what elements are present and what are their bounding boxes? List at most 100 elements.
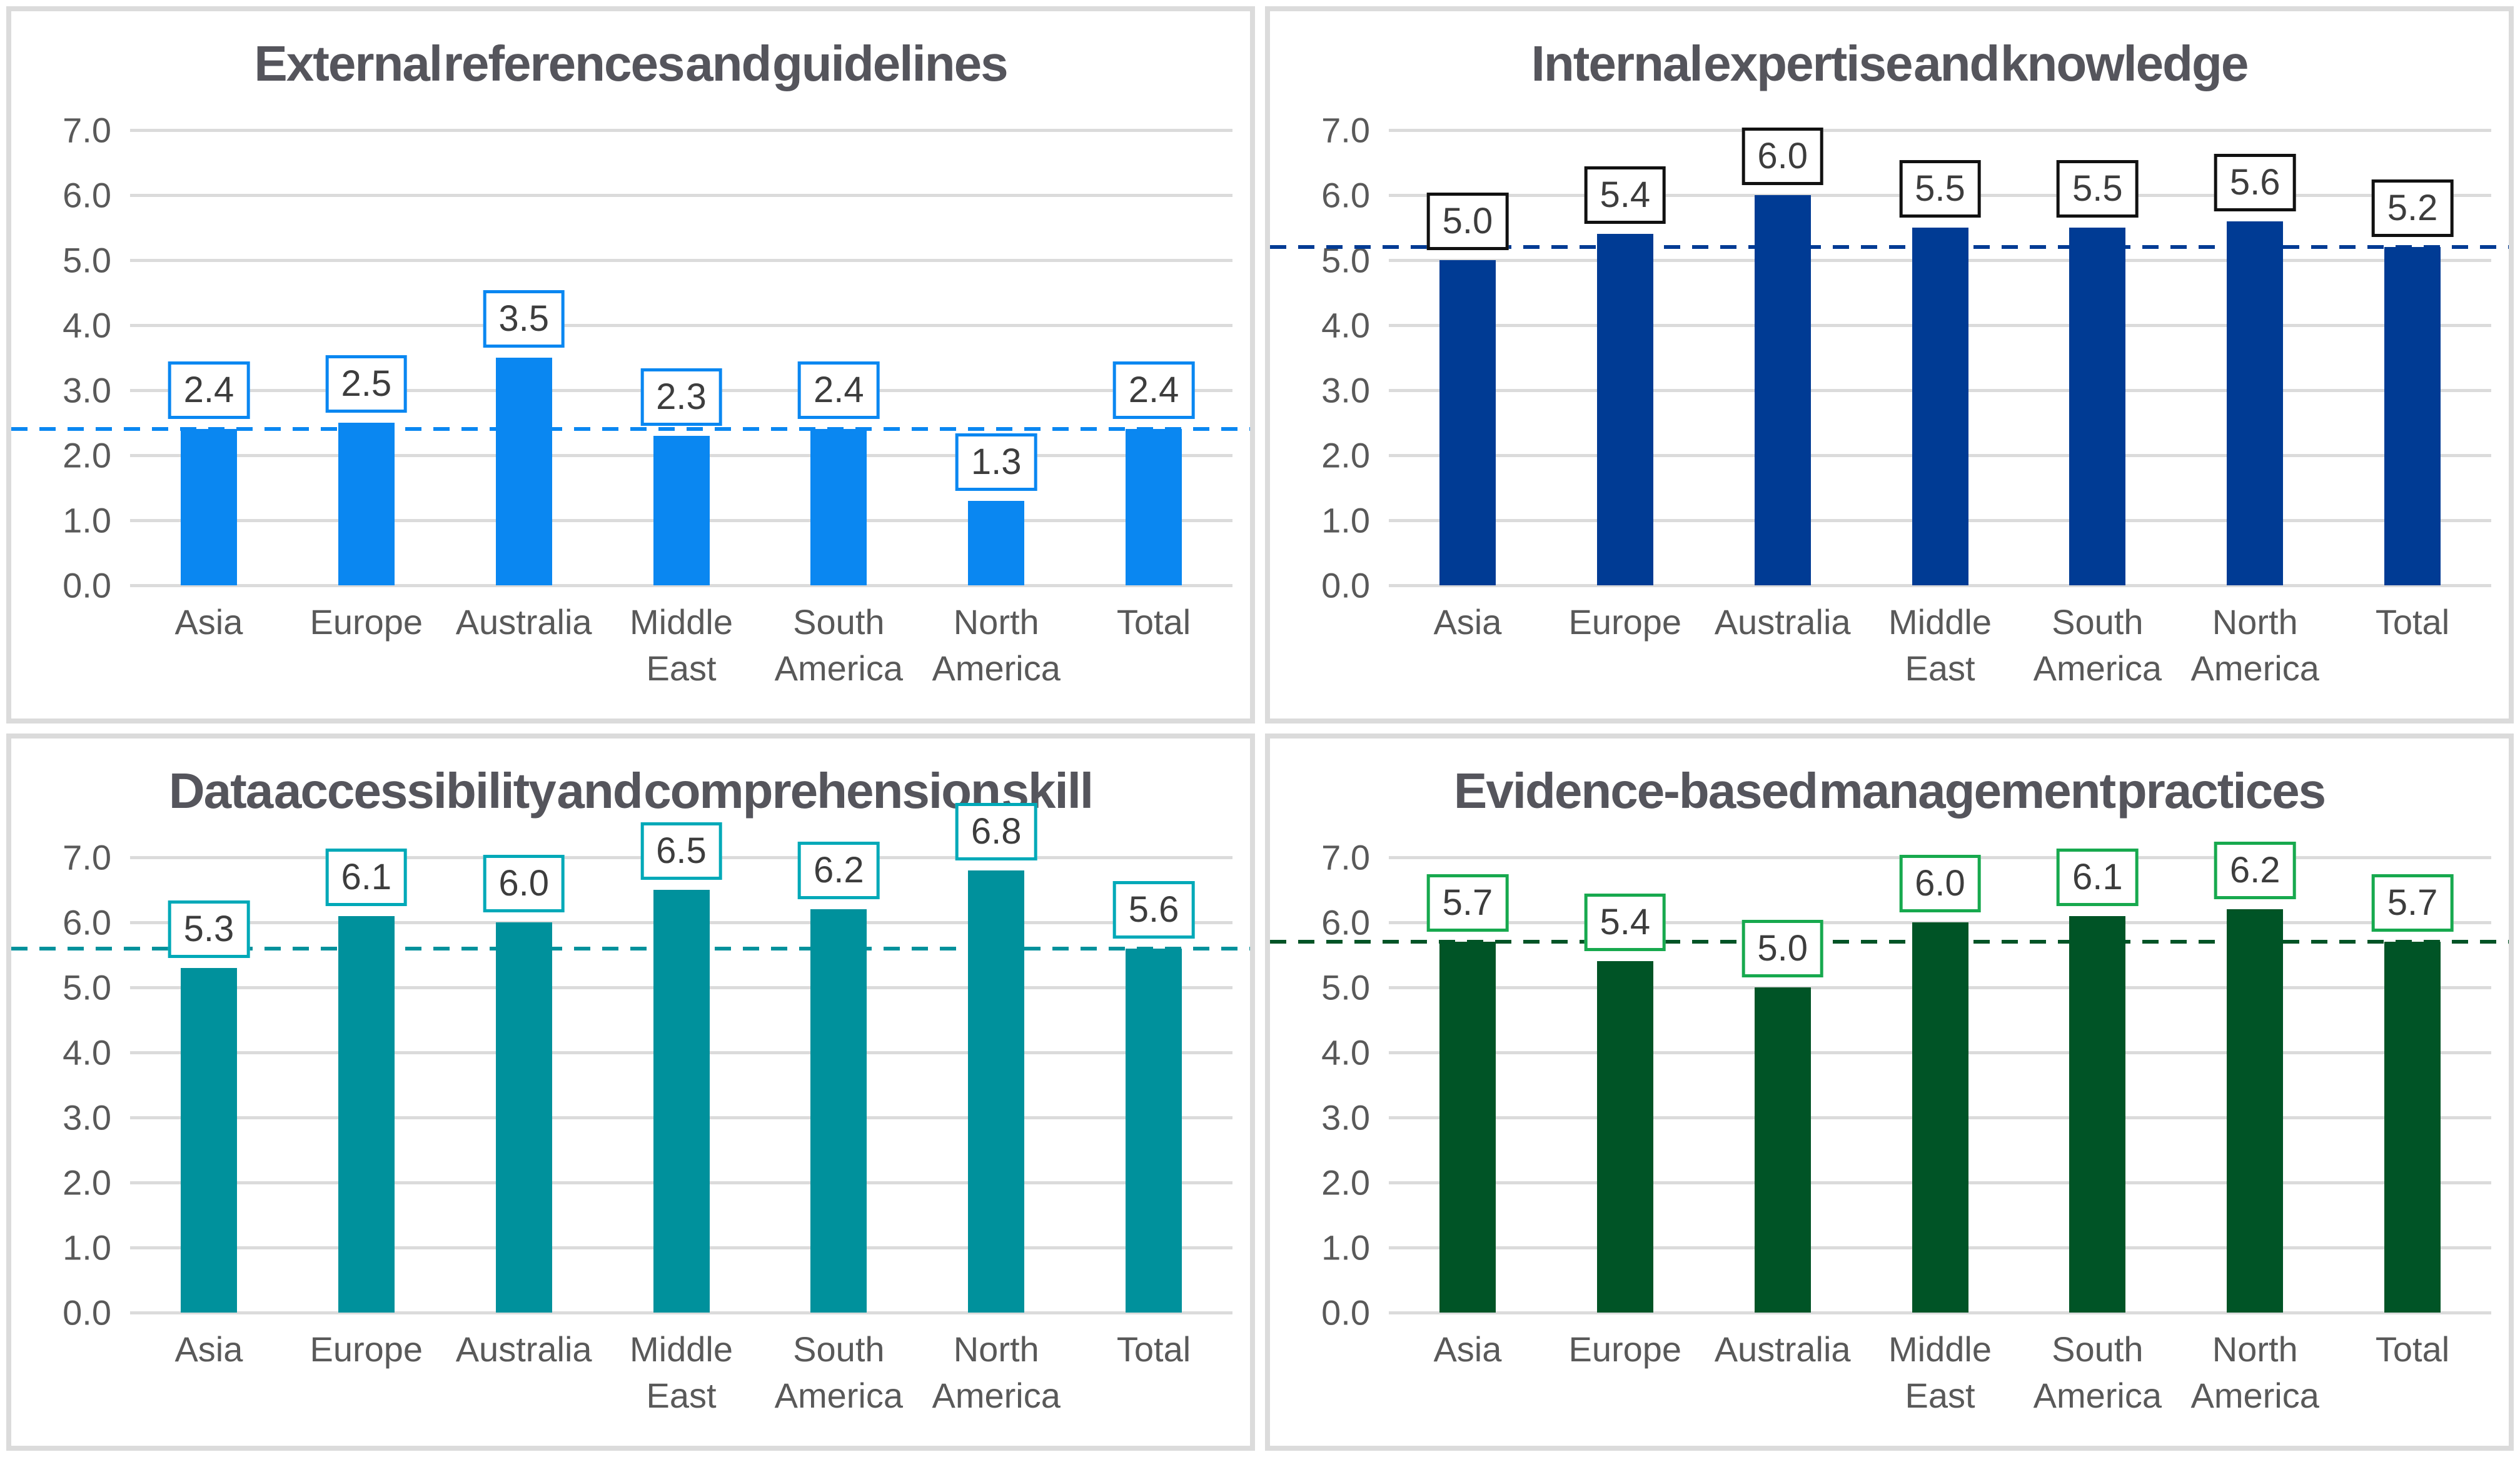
bar-value-label: 5.7 [1426,874,1509,932]
bar-australia [495,922,552,1313]
bar-value-label: 5.2 [2371,179,2454,238]
y-tick-label: 3.0 [63,1097,111,1137]
bar-australia [1754,195,1811,585]
gridline [130,194,1232,197]
y-tick-label: 7.0 [63,110,111,150]
chart-title: Internal expertise and knowledge [1531,36,2249,91]
bar-asia [180,967,237,1313]
x-category-label: South America [774,1329,904,1416]
bar-value-label: 6.0 [483,855,565,912]
x-category-label: Total [2375,602,2450,642]
x-category-label: Total [1116,1329,1191,1369]
x-category-label: North America [932,1329,1061,1416]
y-tick-label: 3.0 [1321,370,1370,410]
y-tick-label: 2.0 [63,435,111,475]
bar-value-label: 5.4 [1584,166,1666,224]
y-tick-label: 6.0 [1321,902,1370,942]
bar-total [1126,429,1182,585]
x-category-label: Australia [455,602,592,642]
y-tick-label: 5.0 [1321,967,1370,1007]
chart-panel-external-references-and-guidelines: External references and guidelines 7.0 6.… [6,6,1255,723]
bar-value-label: 6.0 [1741,128,1823,185]
bar-asia [180,429,237,585]
y-tick-label: 0.0 [63,565,111,605]
average-reference-line [11,427,1250,431]
x-category-label: Asia [1433,1329,1502,1369]
y-tick-label: 1.0 [1321,1228,1370,1268]
x-category-label: Europe [1568,1329,1682,1369]
y-tick-label: 0.0 [1321,1293,1370,1333]
x-category-label: North America [2190,602,2319,688]
gridline [130,1311,1232,1314]
bar-europe [338,915,395,1313]
bar-value-label: 5.5 [2057,160,2139,218]
bar-middle-east [1912,922,1968,1313]
y-tick-label: 7.0 [1321,837,1370,877]
x-category-label: Australia [1714,602,1851,642]
bar-value-label: 6.0 [1899,855,1981,912]
gridline [130,584,1232,587]
x-category-label: Asia [1433,602,1502,642]
chart-title: Evidence-based management practices [1453,763,2326,819]
x-category-label: Europe [1568,602,1682,642]
x-category-label: North America [932,602,1061,688]
bar-value-label: 6.2 [2214,842,2296,900]
bar-north-america [2227,221,2284,585]
bar-value-label: 6.1 [2057,848,2139,906]
bar-value-label: 2.3 [640,368,722,426]
bar-australia [495,358,552,585]
y-axis: 7.0 6.0 5.0 4.0 3.0 2.0 1.0 0.0 [11,111,111,605]
x-category-label: Middle East [630,1329,733,1416]
y-tick-label: 7.0 [1321,110,1370,150]
y-tick-label: 3.0 [1321,1097,1370,1137]
y-tick-label: 5.0 [63,240,111,280]
bar-europe [1596,961,1653,1313]
chart-panel-evidence-based-management-practices: Evidence-based management practices 7.0 6… [1265,734,2514,1451]
x-category-label: Total [1116,602,1191,642]
bar-value-label: 5.0 [1741,920,1823,977]
y-tick-label: 1.0 [63,500,111,540]
y-axis: 7.0 6.0 5.0 4.0 3.0 2.0 1.0 0.0 [1270,838,1370,1333]
bar-middle-east [653,890,710,1313]
plot-area: 5.0 Asia 5.4 Europe 6.0 Australia 5.5 Middle Ea… [1389,128,2491,688]
bar-value-label: 2.4 [168,361,250,420]
bar-middle-east [653,435,710,585]
gridline [130,259,1232,262]
average-reference-line [1270,245,2509,250]
chart-title: External references and guidelines [254,36,1008,91]
x-category-label: Europe [310,1329,423,1369]
x-category-label: South America [2033,1329,2162,1416]
average-reference-line [1270,940,2509,944]
x-category-label: Total [2375,1329,2450,1369]
y-tick-label: 6.0 [63,175,111,215]
bar-value-label: 5.6 [2214,153,2296,211]
bar-north-america [2227,909,2284,1313]
bar-asia [1439,942,1496,1313]
gridline [1389,129,2491,132]
y-tick-label: 1.0 [63,1228,111,1268]
plot-area: 2.4 Asia 2.5 Europe 3.5 Australia 2.3 Middle Ea… [130,129,1232,688]
y-tick-label: 2.0 [1321,435,1370,475]
bar-total [2384,942,2441,1313]
gridline [130,129,1232,132]
y-tick-label: 4.0 [1321,1032,1370,1072]
y-tick-label: 2.0 [1321,1162,1370,1202]
x-category-label: Middle East [1888,602,1992,688]
bar-south-america [2069,915,2126,1313]
bar-value-label: 2.5 [325,355,408,413]
bar-value-label: 5.6 [1112,880,1195,939]
y-tick-label: 0.0 [1321,565,1370,605]
bar-europe [338,423,395,585]
bar-north-america [968,870,1025,1313]
y-tick-label: 6.0 [1321,175,1370,215]
x-category-label: Asia [174,1329,243,1369]
bar-value-label: 2.4 [1112,361,1195,420]
bar-total [1126,948,1182,1313]
x-category-label: South America [2033,602,2162,688]
bar-middle-east [1912,228,1968,585]
chart-title: Data accessibility and comprehension ski… [168,763,1094,819]
x-category-label: Middle East [630,602,733,688]
x-category-label: Australia [1714,1329,1851,1369]
bar-north-america [968,500,1025,585]
